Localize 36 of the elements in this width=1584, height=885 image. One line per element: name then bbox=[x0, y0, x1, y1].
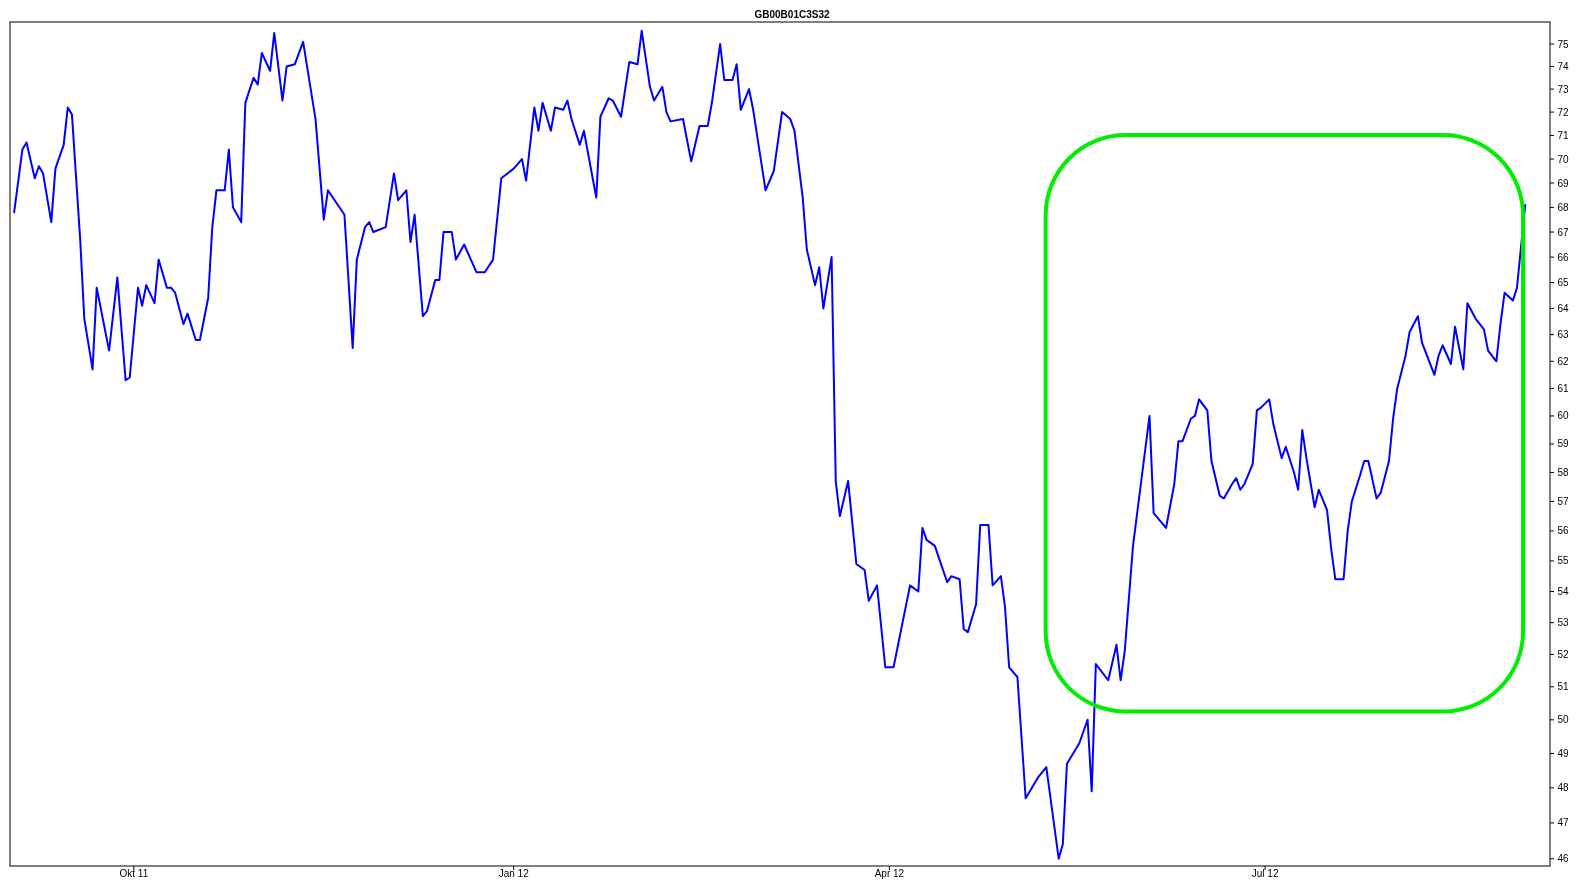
y-tick-label: 47 bbox=[1557, 817, 1569, 829]
y-tick-label: 48 bbox=[1557, 782, 1569, 794]
y-tick-label: 70 bbox=[1557, 153, 1569, 165]
y-tick-label: 59 bbox=[1557, 438, 1569, 450]
y-tick-label: 58 bbox=[1557, 466, 1569, 478]
y-tick-label: 67 bbox=[1557, 226, 1569, 238]
x-tick-label: Jul 12 bbox=[1251, 868, 1279, 879]
y-tick-label: 55 bbox=[1557, 555, 1569, 567]
y-tick-label: 57 bbox=[1557, 495, 1569, 507]
y-tick-label: 49 bbox=[1557, 747, 1569, 759]
line-series bbox=[13, 29, 1527, 860]
y-tick-label: 66 bbox=[1557, 251, 1569, 263]
y-tick-label: 53 bbox=[1557, 617, 1569, 629]
y-tick-label: 65 bbox=[1557, 277, 1569, 289]
y-tick-label: 72 bbox=[1557, 106, 1569, 118]
y-tick-label: 69 bbox=[1557, 177, 1569, 189]
y-tick-label: 73 bbox=[1557, 83, 1569, 95]
y-tick-label: 74 bbox=[1557, 60, 1569, 72]
x-tick-label: Okt 11 bbox=[119, 868, 149, 879]
y-tick-label: 54 bbox=[1557, 586, 1569, 598]
x-tick-label: Jan 12 bbox=[498, 868, 530, 879]
y-tick-label: 68 bbox=[1557, 201, 1569, 213]
y-tick-label: 62 bbox=[1557, 355, 1569, 367]
y-tick-label: 61 bbox=[1557, 382, 1569, 394]
y-tick-label: 63 bbox=[1557, 329, 1569, 341]
y-tick-label: 75 bbox=[1557, 38, 1569, 50]
y-tick-label: 60 bbox=[1557, 410, 1569, 422]
y-tick-label: 50 bbox=[1557, 714, 1569, 726]
chart-title: GB00B01C3S32 bbox=[754, 9, 830, 20]
y-tick-label: 56 bbox=[1557, 525, 1569, 537]
x-tick-label: Apr 12 bbox=[874, 868, 905, 879]
y-tick-label: 64 bbox=[1557, 302, 1569, 314]
y-tick-label: 51 bbox=[1557, 681, 1569, 693]
y-tick-label: 52 bbox=[1557, 648, 1569, 660]
y-tick-label: 46 bbox=[1557, 853, 1569, 865]
y-tick-label: 71 bbox=[1557, 129, 1569, 141]
